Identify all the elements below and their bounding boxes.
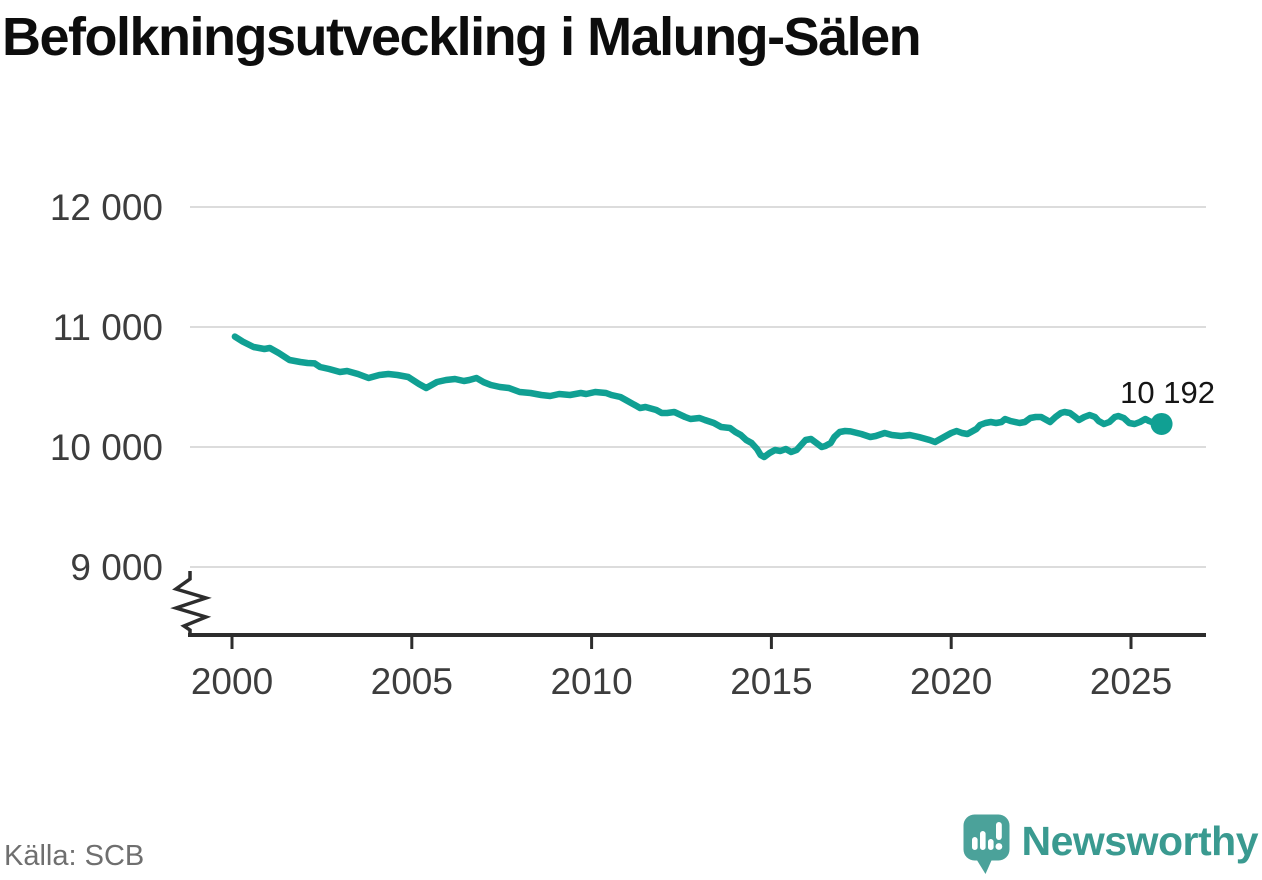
newsworthy-logo: Newsworthy [962,813,1259,880]
svg-text:2025: 2025 [1090,661,1172,702]
svg-text:12 000: 12 000 [50,187,163,228]
newsworthy-speech-bubble-bar-chart-icon [962,813,1011,880]
svg-text:2015: 2015 [730,661,812,702]
source-note: Källa: SCB [4,840,145,872]
svg-text:11 000: 11 000 [53,307,163,348]
svg-text:2005: 2005 [371,661,453,702]
svg-text:9 000: 9 000 [70,547,163,588]
svg-text:10 192: 10 192 [1120,375,1215,410]
svg-text:10 000: 10 000 [50,427,163,468]
svg-text:2010: 2010 [550,661,632,702]
svg-text:2000: 2000 [191,661,273,702]
svg-text:2020: 2020 [910,661,992,702]
page-title: Befolkningsutveckling i Malung-Sälen [2,7,922,67]
newsworthy-wordmark: Newsworthy [1021,818,1259,864]
